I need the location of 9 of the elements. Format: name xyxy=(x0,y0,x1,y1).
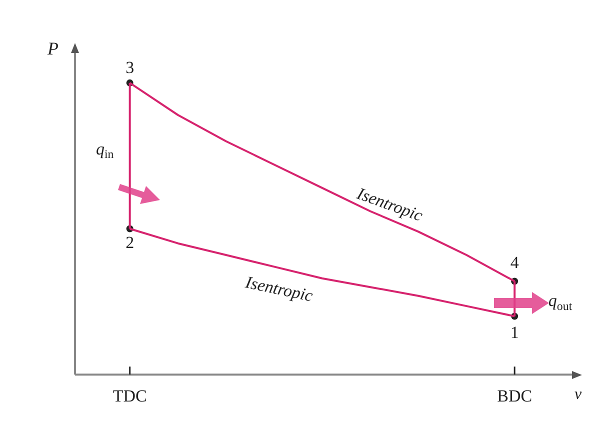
x-tick-label: TDC xyxy=(112,386,147,406)
annotation: 2 xyxy=(126,232,134,252)
annotation: 1 xyxy=(510,323,519,342)
x-axis-title: v xyxy=(574,386,582,403)
y-axis-title: P xyxy=(46,38,58,59)
annotation: 4 xyxy=(510,253,520,272)
text: 3 xyxy=(126,58,134,77)
annotation: Isentropic xyxy=(242,272,315,306)
x-tick-label: BDC xyxy=(497,386,532,406)
